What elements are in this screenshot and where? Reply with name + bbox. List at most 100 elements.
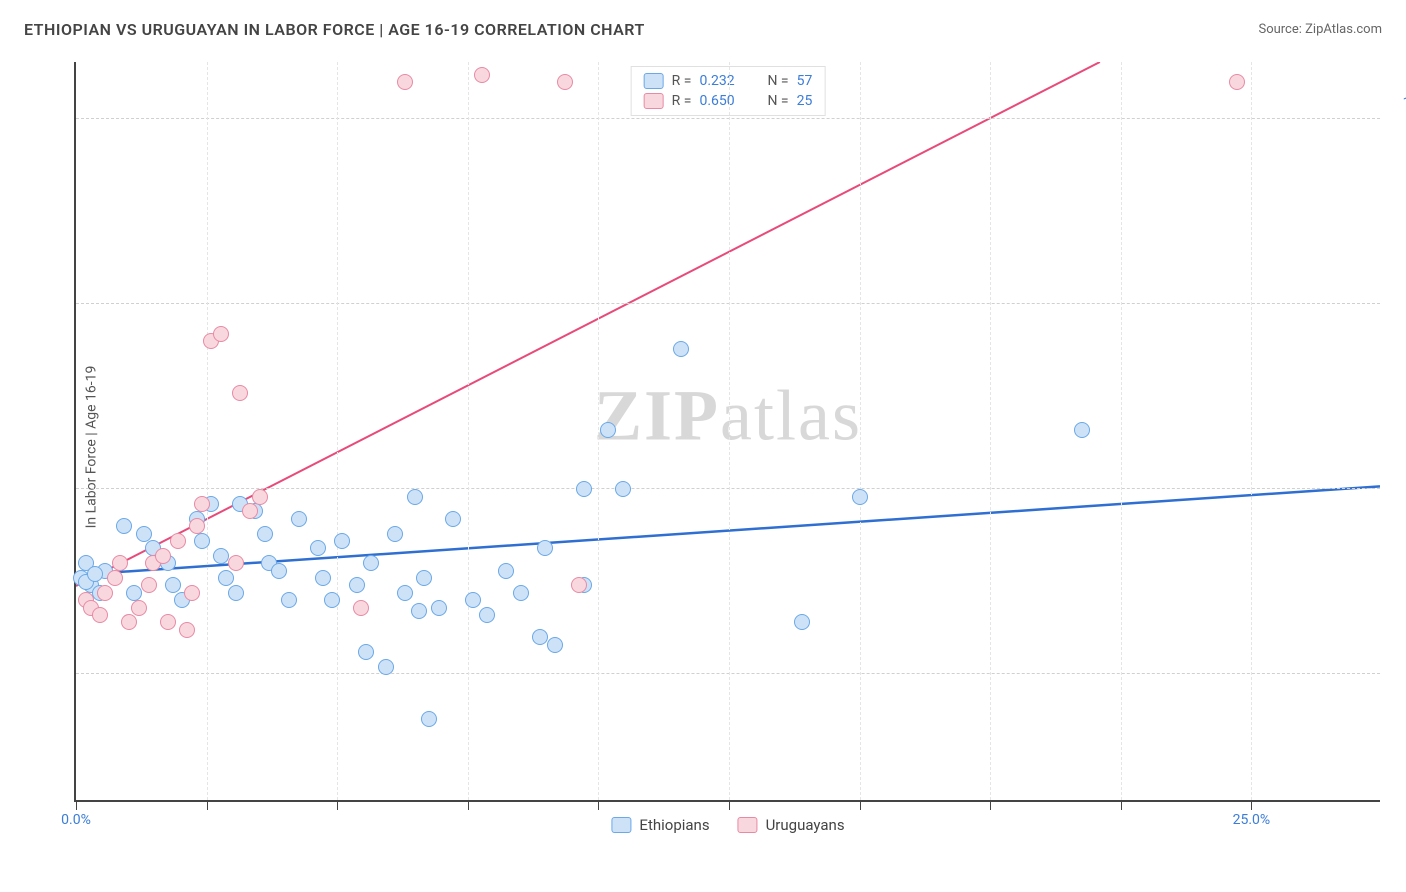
data-point <box>165 577 181 593</box>
data-point <box>228 585 244 601</box>
data-point <box>1229 74 1245 90</box>
data-point <box>600 422 616 438</box>
data-point <box>112 555 128 571</box>
gridline-h <box>76 118 1380 119</box>
data-point <box>349 577 365 593</box>
data-point <box>363 555 379 571</box>
data-point <box>194 533 210 549</box>
r-value: 0.650 <box>699 93 751 109</box>
x-tick <box>207 800 208 810</box>
legend-swatch <box>644 93 664 109</box>
gridline-v <box>468 62 469 800</box>
y-tick-label: 25.0% <box>1388 650 1406 666</box>
data-point <box>281 592 297 608</box>
data-point <box>107 570 123 586</box>
data-point <box>228 555 244 571</box>
data-point <box>794 614 810 630</box>
r-label: R = <box>672 93 692 109</box>
n-label: N = <box>767 93 788 109</box>
x-tick <box>729 800 730 810</box>
n-value: 57 <box>797 73 813 89</box>
r-value: 0.232 <box>699 73 751 89</box>
data-point <box>242 503 258 519</box>
data-point <box>170 533 186 549</box>
data-point <box>121 614 137 630</box>
data-point <box>218 570 234 586</box>
data-point <box>397 585 413 601</box>
x-tick-label: 25.0% <box>1233 812 1271 828</box>
data-point <box>184 585 200 601</box>
data-point <box>465 592 481 608</box>
data-point <box>310 540 326 556</box>
x-tick <box>468 800 469 810</box>
data-point <box>213 326 229 342</box>
legend-label: Ethiopians <box>639 816 709 834</box>
legend-item: Uruguayans <box>738 816 845 834</box>
data-point <box>615 481 631 497</box>
data-point <box>537 540 553 556</box>
data-point <box>1074 422 1090 438</box>
data-point <box>232 385 248 401</box>
data-point <box>358 644 374 660</box>
data-point <box>116 518 132 534</box>
gridline-v <box>1251 62 1252 800</box>
r-label: R = <box>672 73 692 89</box>
data-point <box>673 341 689 357</box>
data-point <box>445 511 461 527</box>
data-point <box>87 566 103 582</box>
gridline-h <box>76 488 1380 489</box>
data-point <box>416 570 432 586</box>
data-point <box>576 481 592 497</box>
data-point <box>252 489 268 505</box>
data-point <box>131 600 147 616</box>
x-tick <box>1121 800 1122 810</box>
trend-line <box>76 62 1100 586</box>
data-point <box>291 511 307 527</box>
y-tick-label: 50.0% <box>1388 465 1406 481</box>
x-tick <box>76 800 77 810</box>
data-point <box>498 563 514 579</box>
x-tick <box>337 800 338 810</box>
data-point <box>155 548 171 564</box>
x-tick-label: 0.0% <box>61 812 91 828</box>
data-point <box>179 622 195 638</box>
data-point <box>353 600 369 616</box>
source-label: Source: ZipAtlas.com <box>1258 22 1382 37</box>
gridline-v <box>1121 62 1122 800</box>
data-point <box>479 607 495 623</box>
watermark: ZIPatlas <box>594 375 862 458</box>
gridline-h <box>76 673 1380 674</box>
x-tick <box>860 800 861 810</box>
n-label: N = <box>767 73 788 89</box>
data-point <box>411 603 427 619</box>
data-point <box>378 659 394 675</box>
data-point <box>513 585 529 601</box>
x-tick <box>990 800 991 810</box>
data-point <box>324 592 340 608</box>
chart-area: In Labor Force | Age 16-19 ZIPatlas R =0… <box>50 62 1380 832</box>
gridline-v <box>337 62 338 800</box>
data-point <box>257 526 273 542</box>
legend-row: R = 0.232 N = 57 <box>644 71 813 91</box>
legend-row: R =0.650N =25 <box>644 91 813 111</box>
data-point <box>92 607 108 623</box>
data-point <box>189 518 205 534</box>
gridline-v <box>990 62 991 800</box>
gridline-h <box>76 303 1380 304</box>
data-point <box>136 526 152 542</box>
x-tick <box>1251 800 1252 810</box>
trend-lines <box>76 62 1380 800</box>
gridline-v <box>729 62 730 800</box>
gridline-v <box>207 62 208 800</box>
x-tick <box>598 800 599 810</box>
data-point <box>431 600 447 616</box>
series-legend: Ethiopians Uruguayans <box>611 816 844 834</box>
data-point <box>557 74 573 90</box>
data-point <box>387 526 403 542</box>
scatter-plot: ZIPatlas R =0.232N =57R =0.650N =25 Ethi… <box>74 62 1380 802</box>
y-tick-label: 100.0% <box>1388 95 1406 111</box>
legend-label: Uruguayans <box>766 816 845 834</box>
legend-swatch <box>611 817 631 833</box>
chart-title: ETHIOPIAN VS URUGUAYAN IN LABOR FORCE | … <box>24 20 645 39</box>
legend-item: Ethiopians <box>611 816 709 834</box>
